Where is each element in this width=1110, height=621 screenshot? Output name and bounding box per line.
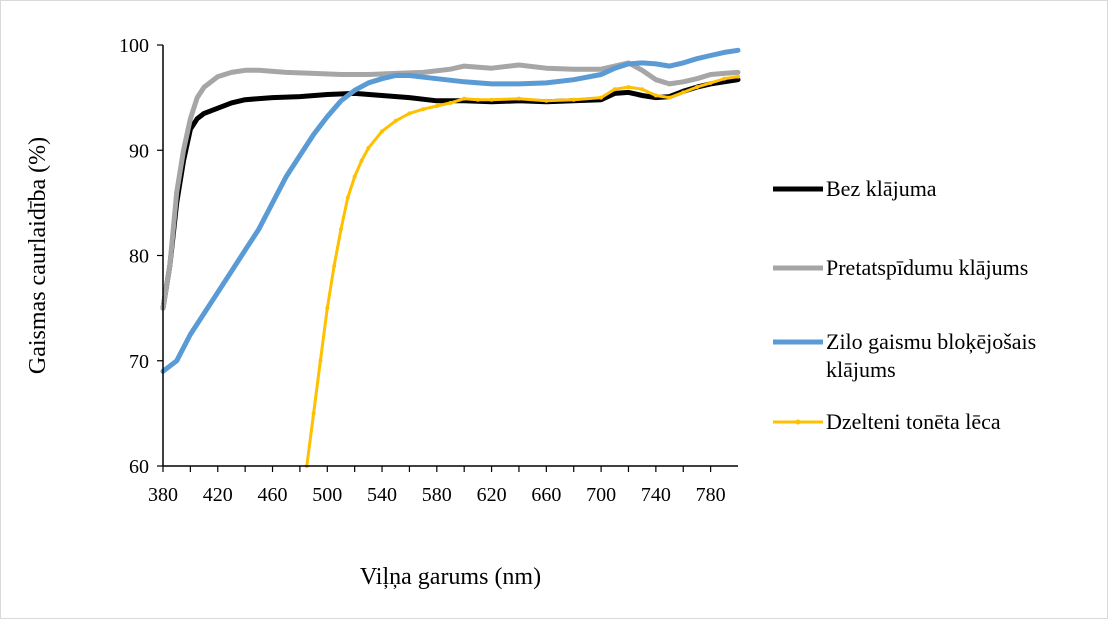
series-point-4 — [311, 411, 316, 416]
series-line-2 — [160, 60, 741, 311]
series-point-4 — [681, 90, 686, 95]
y-tick-label: 70 — [129, 351, 149, 373]
legend-label-2: Pretatspīdumu klājums — [826, 255, 1028, 280]
series-point-4 — [407, 111, 412, 116]
x-tick-label: 460 — [258, 484, 288, 506]
series-point-4 — [516, 96, 521, 101]
y-tick-label: 80 — [129, 246, 149, 268]
x-axis-title: Viļņa garums (nm) — [360, 564, 541, 590]
series-line-4 — [305, 75, 740, 468]
series-point-4 — [332, 264, 337, 269]
series-point-4 — [345, 195, 350, 200]
x-tick-label: 780 — [696, 484, 726, 506]
series-point-4 — [640, 87, 645, 92]
legend: Bez klājuma Pretatspīdumu klājums Zilo gai… — [773, 176, 1036, 434]
x-tick-label: 660 — [531, 484, 561, 506]
series-point-4 — [475, 97, 480, 102]
series-point-4 — [380, 129, 385, 134]
legend-swatch-marker — [795, 419, 801, 425]
x-tick-label: 580 — [422, 484, 452, 506]
series-point-4 — [736, 74, 740, 79]
series-point-4 — [722, 76, 727, 81]
x-tick-label: 700 — [586, 484, 616, 506]
series-point-4 — [338, 227, 343, 232]
series-point-4 — [359, 158, 364, 163]
series-point-4 — [434, 104, 439, 109]
series-point-4 — [667, 95, 672, 100]
plot-series — [160, 47, 741, 468]
x-tick-label: 420 — [203, 484, 233, 506]
series-point-4 — [544, 98, 549, 103]
y-axis-title: Gaismas caurlaidība (%) — [25, 137, 51, 374]
legend-label-4: Dzelteni tonēta lēca — [826, 409, 1001, 434]
y-tick-label: 90 — [129, 140, 149, 162]
series-point-4 — [325, 306, 330, 311]
x-tick-label: 500 — [312, 484, 342, 506]
series-line-1 — [160, 77, 741, 311]
x-tick-label: 740 — [641, 484, 671, 506]
series-point-4 — [612, 87, 617, 92]
series-point-4 — [393, 118, 398, 123]
x-tick-label: 620 — [477, 484, 507, 506]
series-point-4 — [708, 80, 713, 85]
series-point-4 — [448, 100, 453, 105]
series-point-4 — [571, 97, 576, 102]
x-axis-ticks: 380 420 460 500 540 580 620 660 700 740 780 — [148, 466, 726, 506]
legend-label-3: Zilo gaismu bloķējošais klājums — [826, 329, 1036, 382]
series-line-3 — [160, 47, 741, 374]
series-point-4 — [421, 107, 426, 112]
x-tick-label: 540 — [367, 484, 397, 506]
series-point-4 — [366, 146, 371, 151]
series-point-4 — [626, 85, 631, 90]
series-point-4 — [318, 358, 323, 363]
series-point-4 — [352, 174, 357, 179]
series-point-4 — [489, 97, 494, 102]
series-point-4 — [653, 93, 658, 98]
y-tick-label: 100 — [119, 35, 149, 57]
series-point-4 — [694, 85, 699, 90]
series-point-4 — [599, 95, 604, 100]
legend-label-1: Bez klājuma — [826, 176, 937, 201]
y-tick-label: 60 — [129, 456, 149, 478]
x-tick-label: 380 — [148, 484, 178, 506]
y-axis-ticks: 60 70 80 90 100 — [119, 35, 163, 478]
series-point-4 — [462, 96, 467, 101]
